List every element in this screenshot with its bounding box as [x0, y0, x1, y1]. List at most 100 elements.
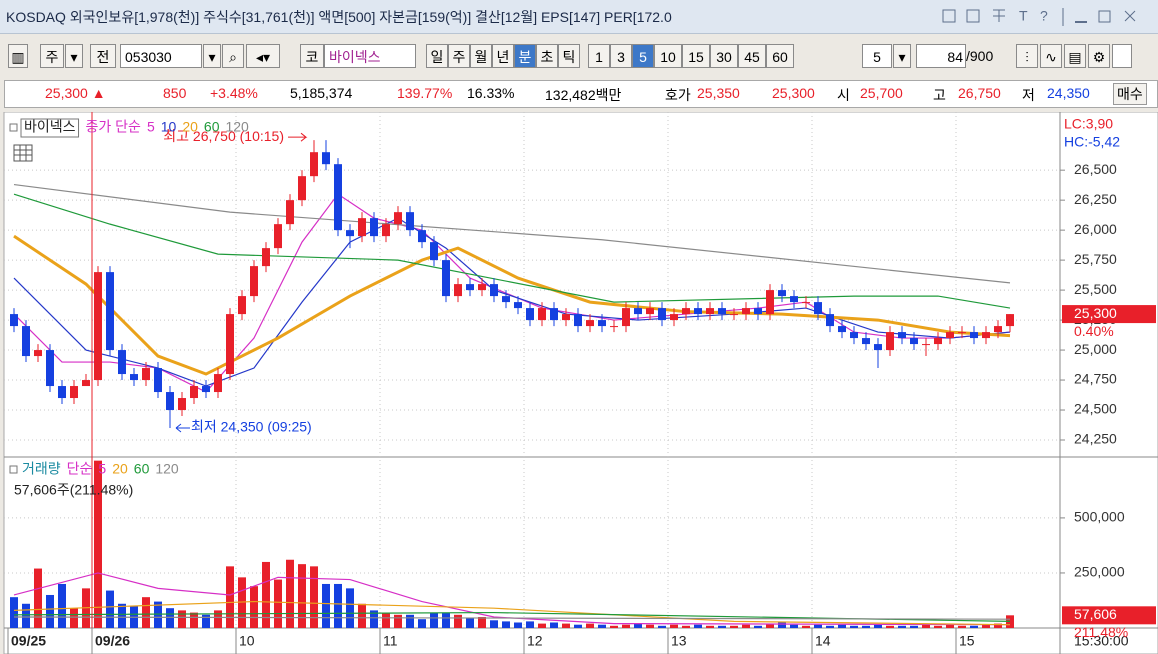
dropdown[interactable]: ▾: [893, 44, 911, 68]
candle-body: [478, 284, 486, 291]
y-tick-label: 24,500: [1074, 401, 1117, 417]
candle-body: [310, 152, 318, 177]
maximize[interactable]: [1098, 10, 1111, 23]
candle-body: [574, 314, 582, 327]
x-tick-label: 13: [671, 633, 687, 649]
tool[interactable]: ▤: [1064, 44, 1086, 68]
sound[interactable]: ◂▾: [246, 44, 280, 68]
bid: 25,300: [772, 85, 815, 101]
candle-body: [742, 308, 750, 315]
amount: 132,482백만: [545, 87, 622, 103]
x-tick-label: 11: [383, 633, 398, 649]
candle-body: [70, 386, 78, 399]
volume-bar: [334, 583, 342, 628]
tool[interactable]: ⫶: [1016, 44, 1038, 68]
candle-body: [850, 332, 858, 339]
volume-bar: [418, 619, 426, 628]
candle-body: [322, 152, 330, 165]
exchange[interactable]: 코: [300, 44, 324, 68]
mode-button[interactable]: 전: [90, 44, 116, 68]
icon-text[interactable]: T: [1019, 8, 1028, 24]
dropdown[interactable]: ▾: [65, 44, 83, 68]
legend-label: 종가 단순: [86, 119, 142, 135]
candle-body: [778, 290, 786, 297]
candle-body: [274, 224, 282, 249]
candle-body: [538, 308, 546, 321]
close[interactable]: [1124, 10, 1136, 22]
volume-bar: [298, 564, 306, 628]
y-tick-label: 25,750: [1074, 251, 1117, 267]
x-tick-label: 14: [815, 633, 831, 649]
y-tick-label: 25,500: [1074, 281, 1117, 297]
volume-bar: [874, 624, 882, 628]
count[interactable]: 5: [862, 44, 892, 68]
volume-info: 57,606주(211.48%): [14, 482, 133, 498]
period-button[interactable]: 틱: [558, 44, 580, 68]
tool[interactable]: ⚙: [1088, 44, 1110, 68]
period-button[interactable]: 60: [766, 44, 794, 68]
period-button[interactable]: 5: [632, 44, 654, 68]
candle-body: [838, 326, 846, 333]
candle-body: [406, 212, 414, 231]
dropdown[interactable]: ▾: [203, 44, 221, 68]
volume-bar: [34, 568, 42, 628]
volume-bar: [262, 561, 270, 628]
icon[interactable]: [993, 9, 1005, 22]
period-button[interactable]: 주: [448, 44, 470, 68]
candle-body: [514, 302, 522, 309]
period-button[interactable]: 45: [738, 44, 766, 68]
low: 24,350: [1047, 85, 1090, 101]
tool[interactable]: ∿: [1040, 44, 1062, 68]
period-button[interactable]: 1: [588, 44, 610, 68]
volume-bar: [310, 566, 318, 628]
y-tick-label: 250,000: [1074, 564, 1125, 580]
shown[interactable]: 84: [916, 44, 966, 68]
volume-bar: [490, 620, 498, 628]
candle-body: [166, 392, 174, 411]
y-tick-label: 26,500: [1074, 161, 1117, 177]
period-button[interactable]: 30: [710, 44, 738, 68]
icon-button[interactable]: ▥: [8, 44, 28, 68]
volume-bar: [886, 625, 894, 628]
stock-name[interactable]: 바이넥스: [324, 44, 416, 68]
period-button[interactable]: 일: [426, 44, 448, 68]
candle-body: [934, 338, 942, 345]
volume-bar: [190, 612, 198, 628]
candle-body: [466, 284, 474, 291]
volume-bar: [994, 623, 1002, 628]
legend-label: 60: [134, 461, 150, 477]
annotation-arrow: [288, 132, 308, 142]
market-button[interactable]: 주: [40, 44, 64, 68]
period-button[interactable]: 3: [610, 44, 632, 68]
period-button[interactable]: 15: [682, 44, 710, 68]
icon-text[interactable]: ?: [1040, 8, 1048, 24]
code-input[interactable]: 053030: [120, 44, 202, 68]
volume-bar: [166, 608, 174, 628]
candle-body: [454, 284, 462, 297]
volume-bar: [574, 624, 582, 628]
volume-bar: [286, 559, 294, 628]
checkbox[interactable]: [1112, 44, 1132, 68]
table-icon: [14, 145, 32, 161]
candle-body: [670, 314, 678, 321]
period-button[interactable]: 월: [470, 44, 492, 68]
buy-button[interactable]: 매수: [1113, 83, 1147, 105]
period-button[interactable]: 년: [492, 44, 514, 68]
icon[interactable]: [966, 9, 980, 23]
y-tick-label: 24,750: [1074, 371, 1117, 387]
candle-body: [22, 326, 30, 357]
annotation: 최저 24,350 (09:25): [191, 419, 312, 435]
period-button[interactable]: 초: [536, 44, 558, 68]
icon[interactable]: [942, 9, 956, 23]
volume-bar: [394, 614, 402, 628]
volume-bar: [850, 625, 858, 628]
legend-label: 바이넥스: [24, 119, 76, 135]
period-button[interactable]: 10: [654, 44, 682, 68]
volume-bar: [646, 624, 654, 628]
period-button[interactable]: 분: [514, 44, 536, 68]
candle-body: [790, 296, 798, 303]
candle-body: [730, 314, 738, 316]
volume-bar: [622, 624, 630, 628]
annotation: 최고 26,750 (10:15): [163, 128, 284, 144]
search[interactable]: ⌕: [222, 44, 244, 68]
